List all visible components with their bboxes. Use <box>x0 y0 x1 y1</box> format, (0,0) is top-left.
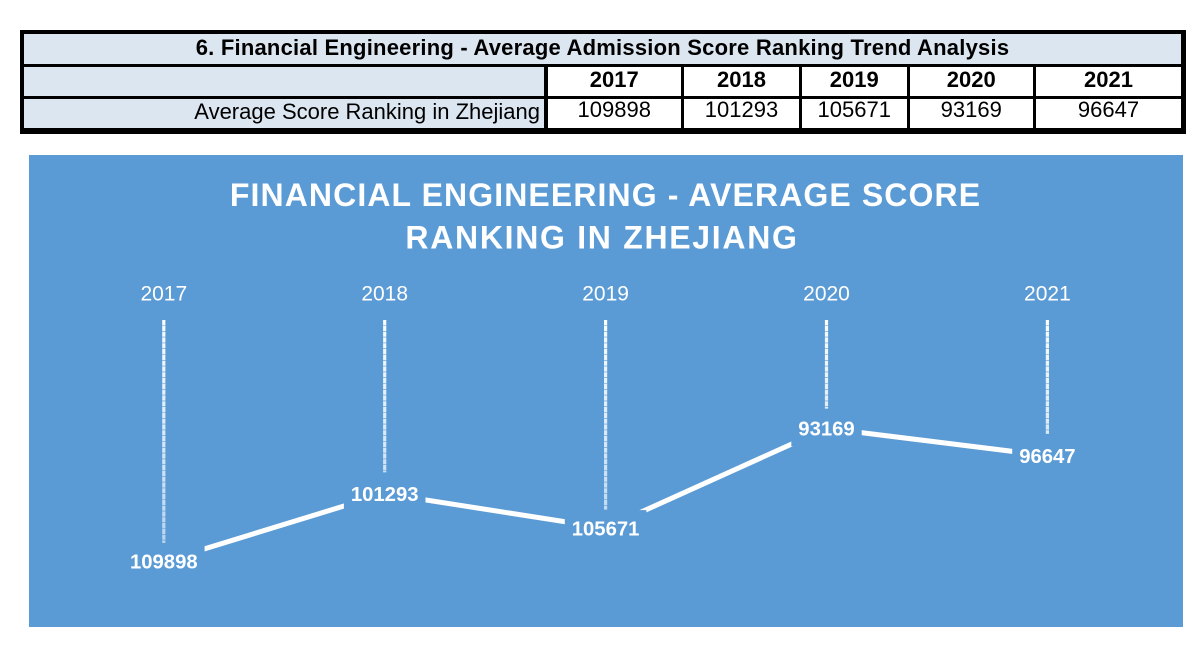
svg-text:93169: 93169 <box>798 419 854 441</box>
svg-text:2020: 2020 <box>803 282 850 305</box>
svg-text:2018: 2018 <box>361 282 408 305</box>
svg-text:101293: 101293 <box>351 484 419 506</box>
svg-text:96647: 96647 <box>1019 446 1075 468</box>
svg-text:2021: 2021 <box>1024 282 1071 305</box>
svg-text:105671: 105671 <box>572 518 640 540</box>
svg-text:2019: 2019 <box>582 282 629 305</box>
svg-text:RANKING IN ZHEJIANG: RANKING IN ZHEJIANG <box>405 219 798 255</box>
svg-text:109898: 109898 <box>130 552 198 574</box>
svg-text:2017: 2017 <box>140 282 187 305</box>
svg-text:FINANCIAL ENGINEERING - AVERAG: FINANCIAL ENGINEERING - AVERAGE SCORE <box>230 177 981 213</box>
